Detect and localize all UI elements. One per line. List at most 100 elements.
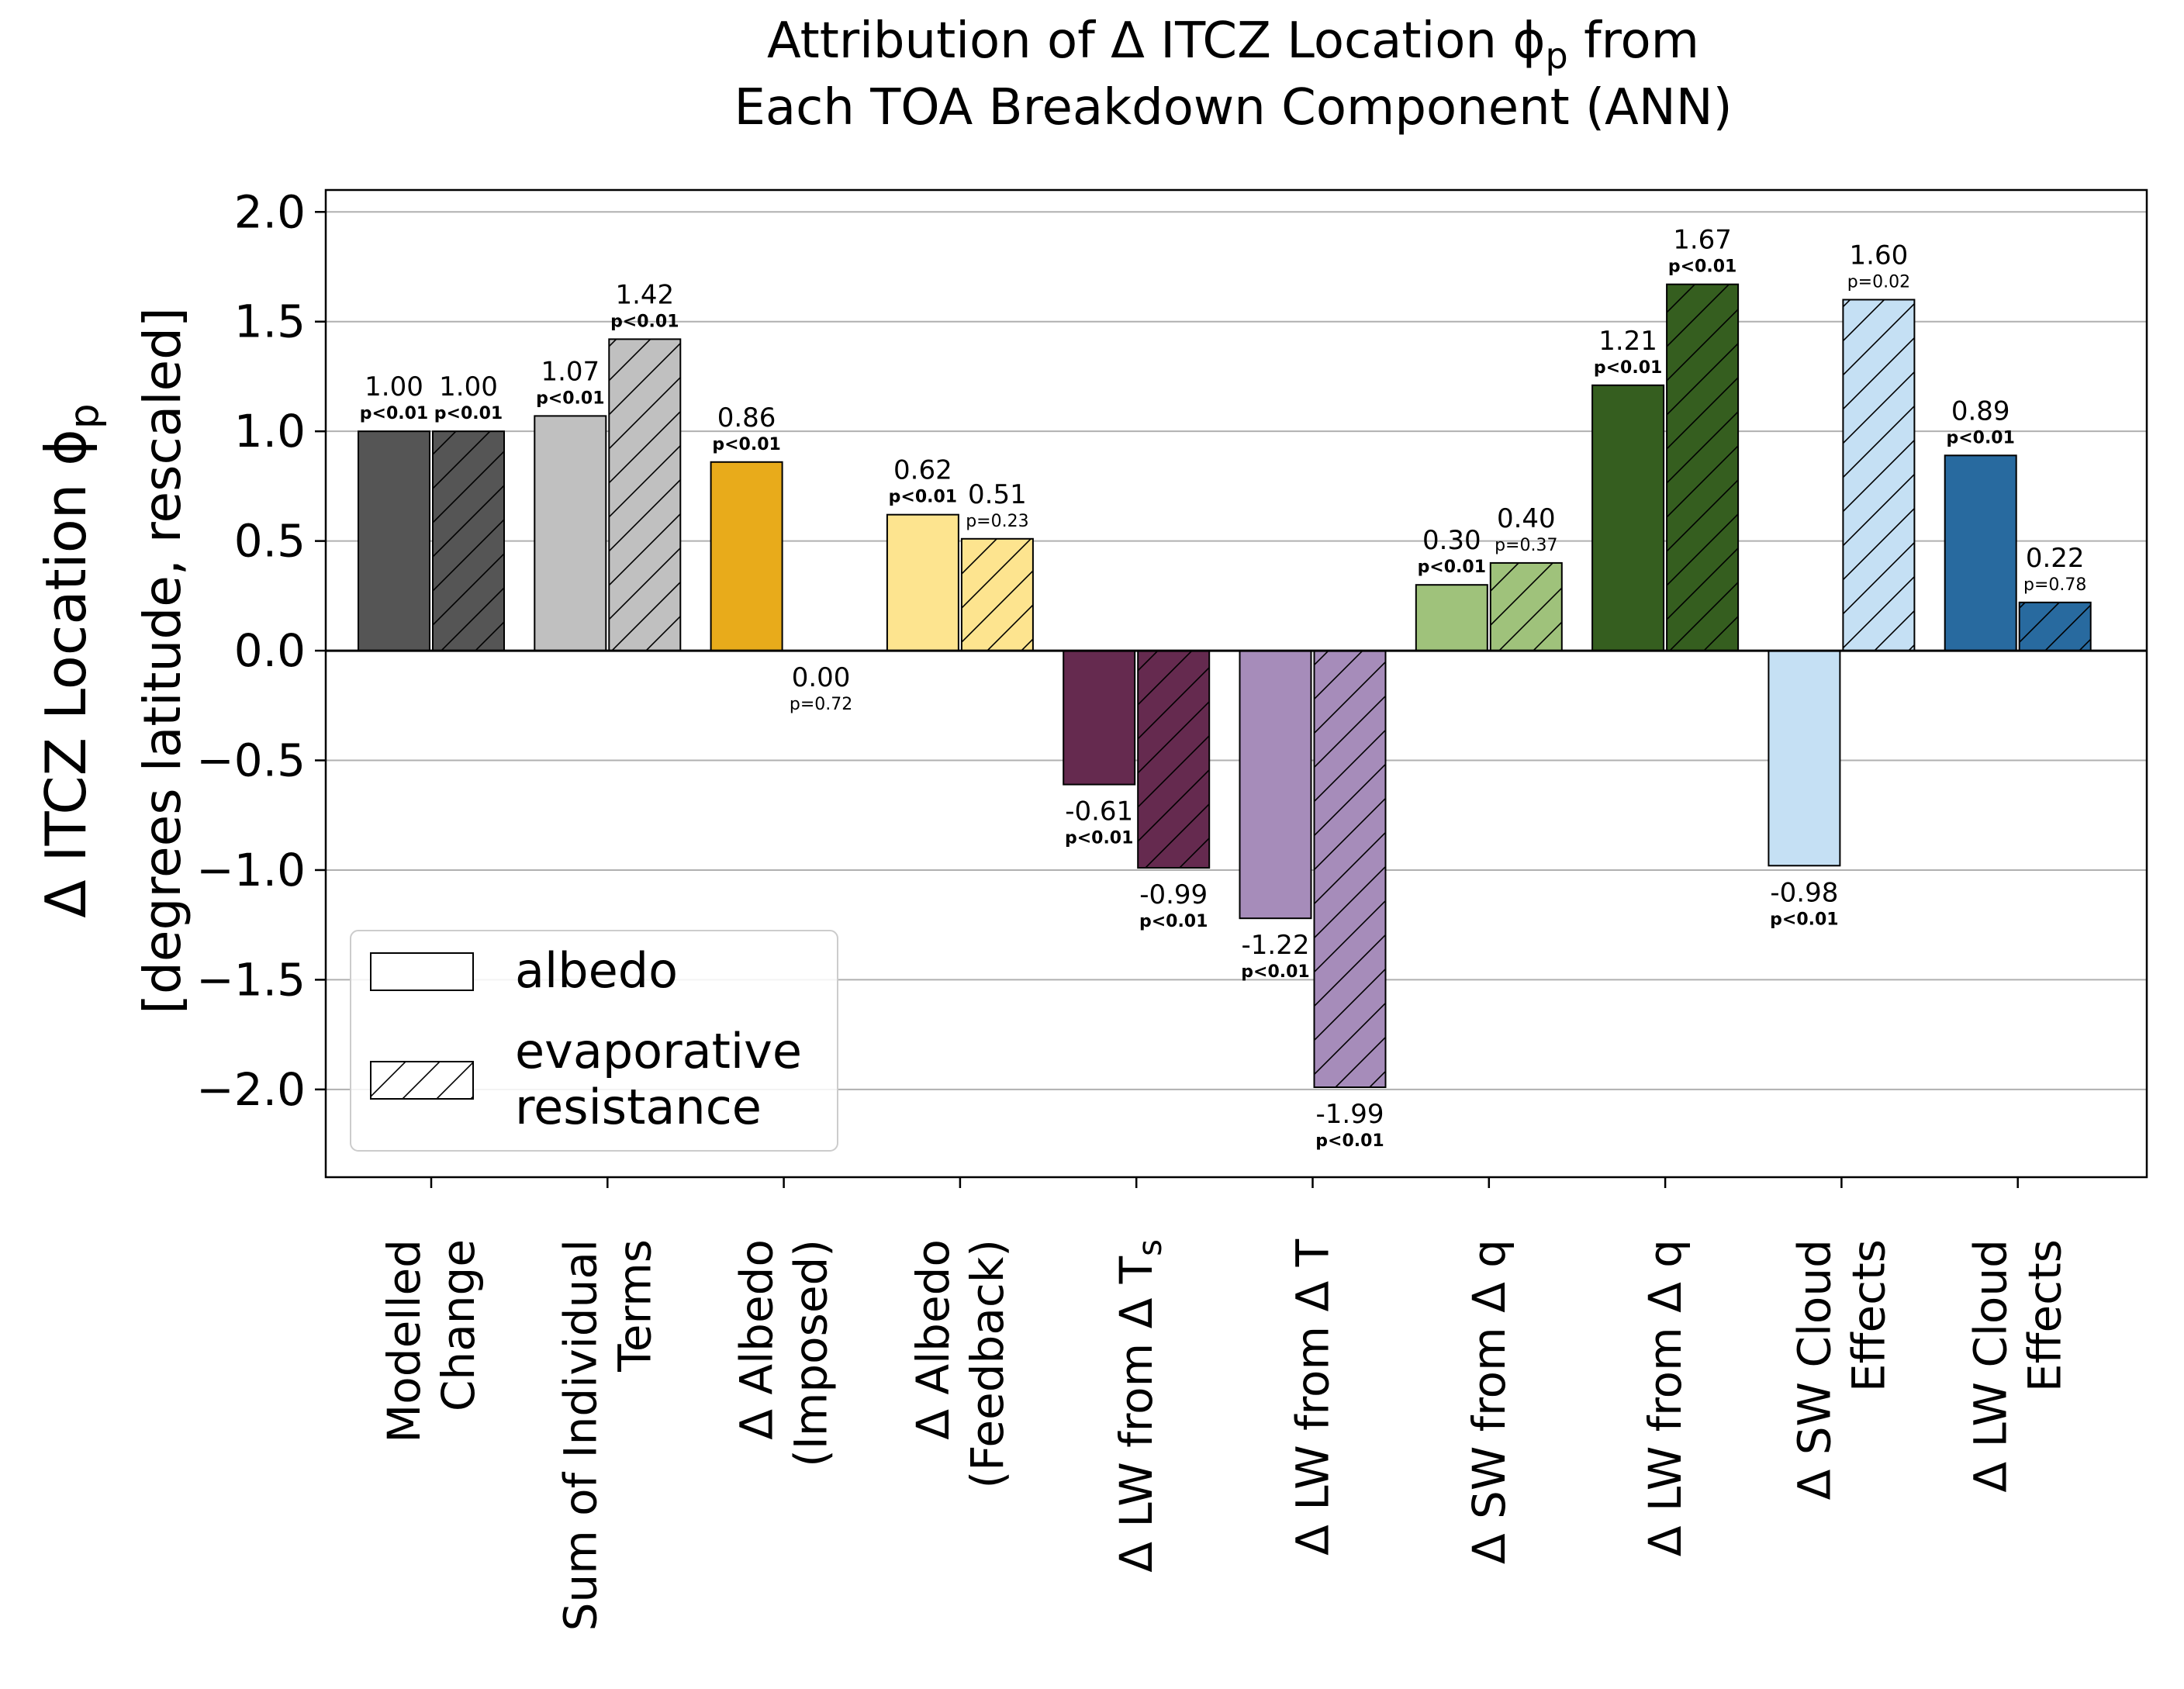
value-label: -0.61 bbox=[1065, 796, 1133, 827]
bar-hatch bbox=[609, 339, 681, 651]
value-label: 1.00 bbox=[365, 371, 423, 402]
p-value-label: p<0.01 bbox=[1315, 1131, 1384, 1151]
x-tick-label: Modelled bbox=[378, 1239, 430, 1443]
bar-hatch bbox=[1490, 562, 1562, 651]
p-value-label: p<0.01 bbox=[1241, 962, 1309, 982]
bar bbox=[358, 430, 430, 652]
y-tick-label: −1.0 bbox=[196, 844, 306, 896]
p-value-label: p<0.01 bbox=[1770, 910, 1838, 929]
y-tick-label: −1.5 bbox=[196, 953, 306, 1006]
plot-frame bbox=[324, 188, 2148, 1179]
value-label: 1.00 bbox=[439, 371, 498, 402]
y-tick-label: −0.5 bbox=[196, 734, 306, 787]
x-tick-label: Δ Albedo bbox=[907, 1239, 959, 1440]
y-tick-label: 1.5 bbox=[234, 295, 306, 348]
data-labels: 1.00 p<0.01 1.07 p<0.01 0.86 p<0.01 0.62 p<0.01… bbox=[360, 225, 2087, 1151]
x-tick-label: Effects bbox=[1842, 1239, 1895, 1392]
p-value-label: p=0.23 bbox=[966, 512, 1028, 531]
p-value-label: p<0.01 bbox=[889, 488, 957, 507]
value-label: -0.99 bbox=[1139, 879, 1208, 910]
p-value-label: p=0.02 bbox=[1847, 272, 1910, 292]
value-label: 0.62 bbox=[893, 455, 952, 486]
legend-swatch bbox=[370, 952, 474, 991]
bar bbox=[1415, 584, 1488, 652]
bar bbox=[1944, 454, 2017, 652]
bar-hatch bbox=[1843, 299, 1915, 651]
bar bbox=[1239, 650, 1312, 920]
bars bbox=[358, 283, 2092, 1089]
value-label: 0.22 bbox=[2026, 543, 2085, 574]
x-tick-label: Change bbox=[432, 1239, 485, 1411]
p-value-label: p=0.78 bbox=[2023, 575, 2086, 595]
x-tick-label: Sum of Individual bbox=[554, 1239, 606, 1631]
bar bbox=[1768, 650, 1841, 867]
y-tick-label: 0.0 bbox=[234, 624, 306, 677]
y-axis-label: Δ ITCZ Location ϕp [degrees latitude, re… bbox=[33, 307, 192, 1014]
value-label: 1.67 bbox=[1673, 225, 1732, 256]
p-value-label: p<0.01 bbox=[434, 404, 503, 423]
x-tick-label: (Imposed) bbox=[785, 1239, 838, 1467]
value-label: 0.89 bbox=[1951, 395, 2010, 427]
value-label: -1.22 bbox=[1242, 930, 1310, 961]
bar bbox=[1591, 384, 1665, 652]
legend-label: albedo bbox=[515, 942, 678, 999]
value-label: 1.60 bbox=[1850, 240, 1909, 271]
p-value-label: p<0.01 bbox=[536, 389, 604, 408]
legend-label: resistance bbox=[515, 1079, 762, 1135]
p-value-label: p<0.01 bbox=[1065, 829, 1133, 848]
x-tick-label: Terms bbox=[608, 1239, 661, 1373]
p-value-label: p<0.01 bbox=[1594, 358, 1662, 378]
p-value-label: p<0.01 bbox=[1418, 558, 1486, 577]
value-label: 0.40 bbox=[1497, 503, 1556, 534]
value-label: 1.42 bbox=[615, 279, 674, 310]
y-axis-ticks: 2.0 1.5 1.0 0.5 0.0 −0.5 −1.0 −1.5 −2.0 bbox=[196, 185, 326, 1116]
y-tick-label: −2.0 bbox=[196, 1063, 306, 1116]
x-tick-label: Δ LW from Δ q bbox=[1639, 1239, 1692, 1556]
value-label: -1.99 bbox=[1316, 1099, 1384, 1130]
y-axis-label-line-2: [degrees latitude, rescaled] bbox=[133, 307, 192, 1014]
p-value-label: p<0.01 bbox=[1668, 257, 1736, 277]
bar bbox=[710, 461, 783, 652]
x-tick-label: Δ LW from Δ Ts bbox=[1110, 1239, 1169, 1573]
x-tick-label: Δ SW Cloud bbox=[1788, 1239, 1840, 1500]
value-label: 0.00 bbox=[792, 662, 851, 693]
bar-hatch bbox=[961, 538, 1033, 651]
p-value-label: p=0.72 bbox=[790, 695, 852, 714]
p-value-label: p<0.01 bbox=[1946, 428, 2014, 447]
x-axis-ticks: Modelled Change Sum of Individual Terms Δ Al… bbox=[378, 1177, 2072, 1631]
y-axis-label-line-1: Δ ITCZ Location ϕp bbox=[33, 403, 108, 918]
p-value-label: p<0.01 bbox=[712, 435, 780, 454]
bar bbox=[534, 415, 607, 652]
x-tick-label: Δ SW from Δ q bbox=[1463, 1239, 1515, 1564]
value-label: -0.98 bbox=[1770, 877, 1838, 908]
value-label: 1.07 bbox=[541, 356, 600, 387]
bar-hatch bbox=[2019, 602, 2091, 651]
bar-hatch bbox=[433, 431, 504, 651]
legend-swatch-hatch bbox=[371, 1062, 473, 1099]
y-tick-label: 0.5 bbox=[234, 515, 306, 568]
p-value-label: p<0.01 bbox=[1139, 912, 1208, 931]
y-tick-label: 1.0 bbox=[234, 405, 306, 458]
x-tick-label: Δ Albedo bbox=[731, 1239, 783, 1440]
bar-hatch bbox=[1314, 651, 1386, 1088]
x-tick-label: Effects bbox=[2019, 1239, 2072, 1392]
bar bbox=[886, 513, 959, 652]
value-label: 0.86 bbox=[717, 402, 776, 433]
bar bbox=[1063, 650, 1136, 786]
x-tick-label: Δ LW from Δ T bbox=[1287, 1238, 1339, 1555]
legend-label: evaporative bbox=[515, 1023, 802, 1079]
value-label: 0.30 bbox=[1422, 525, 1481, 556]
y-tick-label: 2.0 bbox=[234, 185, 306, 238]
x-tick-label: (Feedback) bbox=[961, 1239, 1014, 1488]
bar-hatch bbox=[1138, 651, 1210, 869]
p-value-label: p=0.37 bbox=[1495, 536, 1557, 555]
p-value-label: p<0.01 bbox=[610, 312, 679, 331]
value-label: 1.21 bbox=[1598, 326, 1657, 357]
chart-title-line-2: Each TOA Breakdown Component (ANN) bbox=[734, 79, 1732, 136]
x-tick-label: Δ LW Cloud bbox=[1965, 1239, 2017, 1493]
p-value-label: p<0.01 bbox=[360, 404, 428, 423]
value-label: 0.51 bbox=[968, 479, 1027, 510]
chart-title-line-1: Attribution of Δ ITCZ Location ϕp from bbox=[767, 12, 1699, 77]
